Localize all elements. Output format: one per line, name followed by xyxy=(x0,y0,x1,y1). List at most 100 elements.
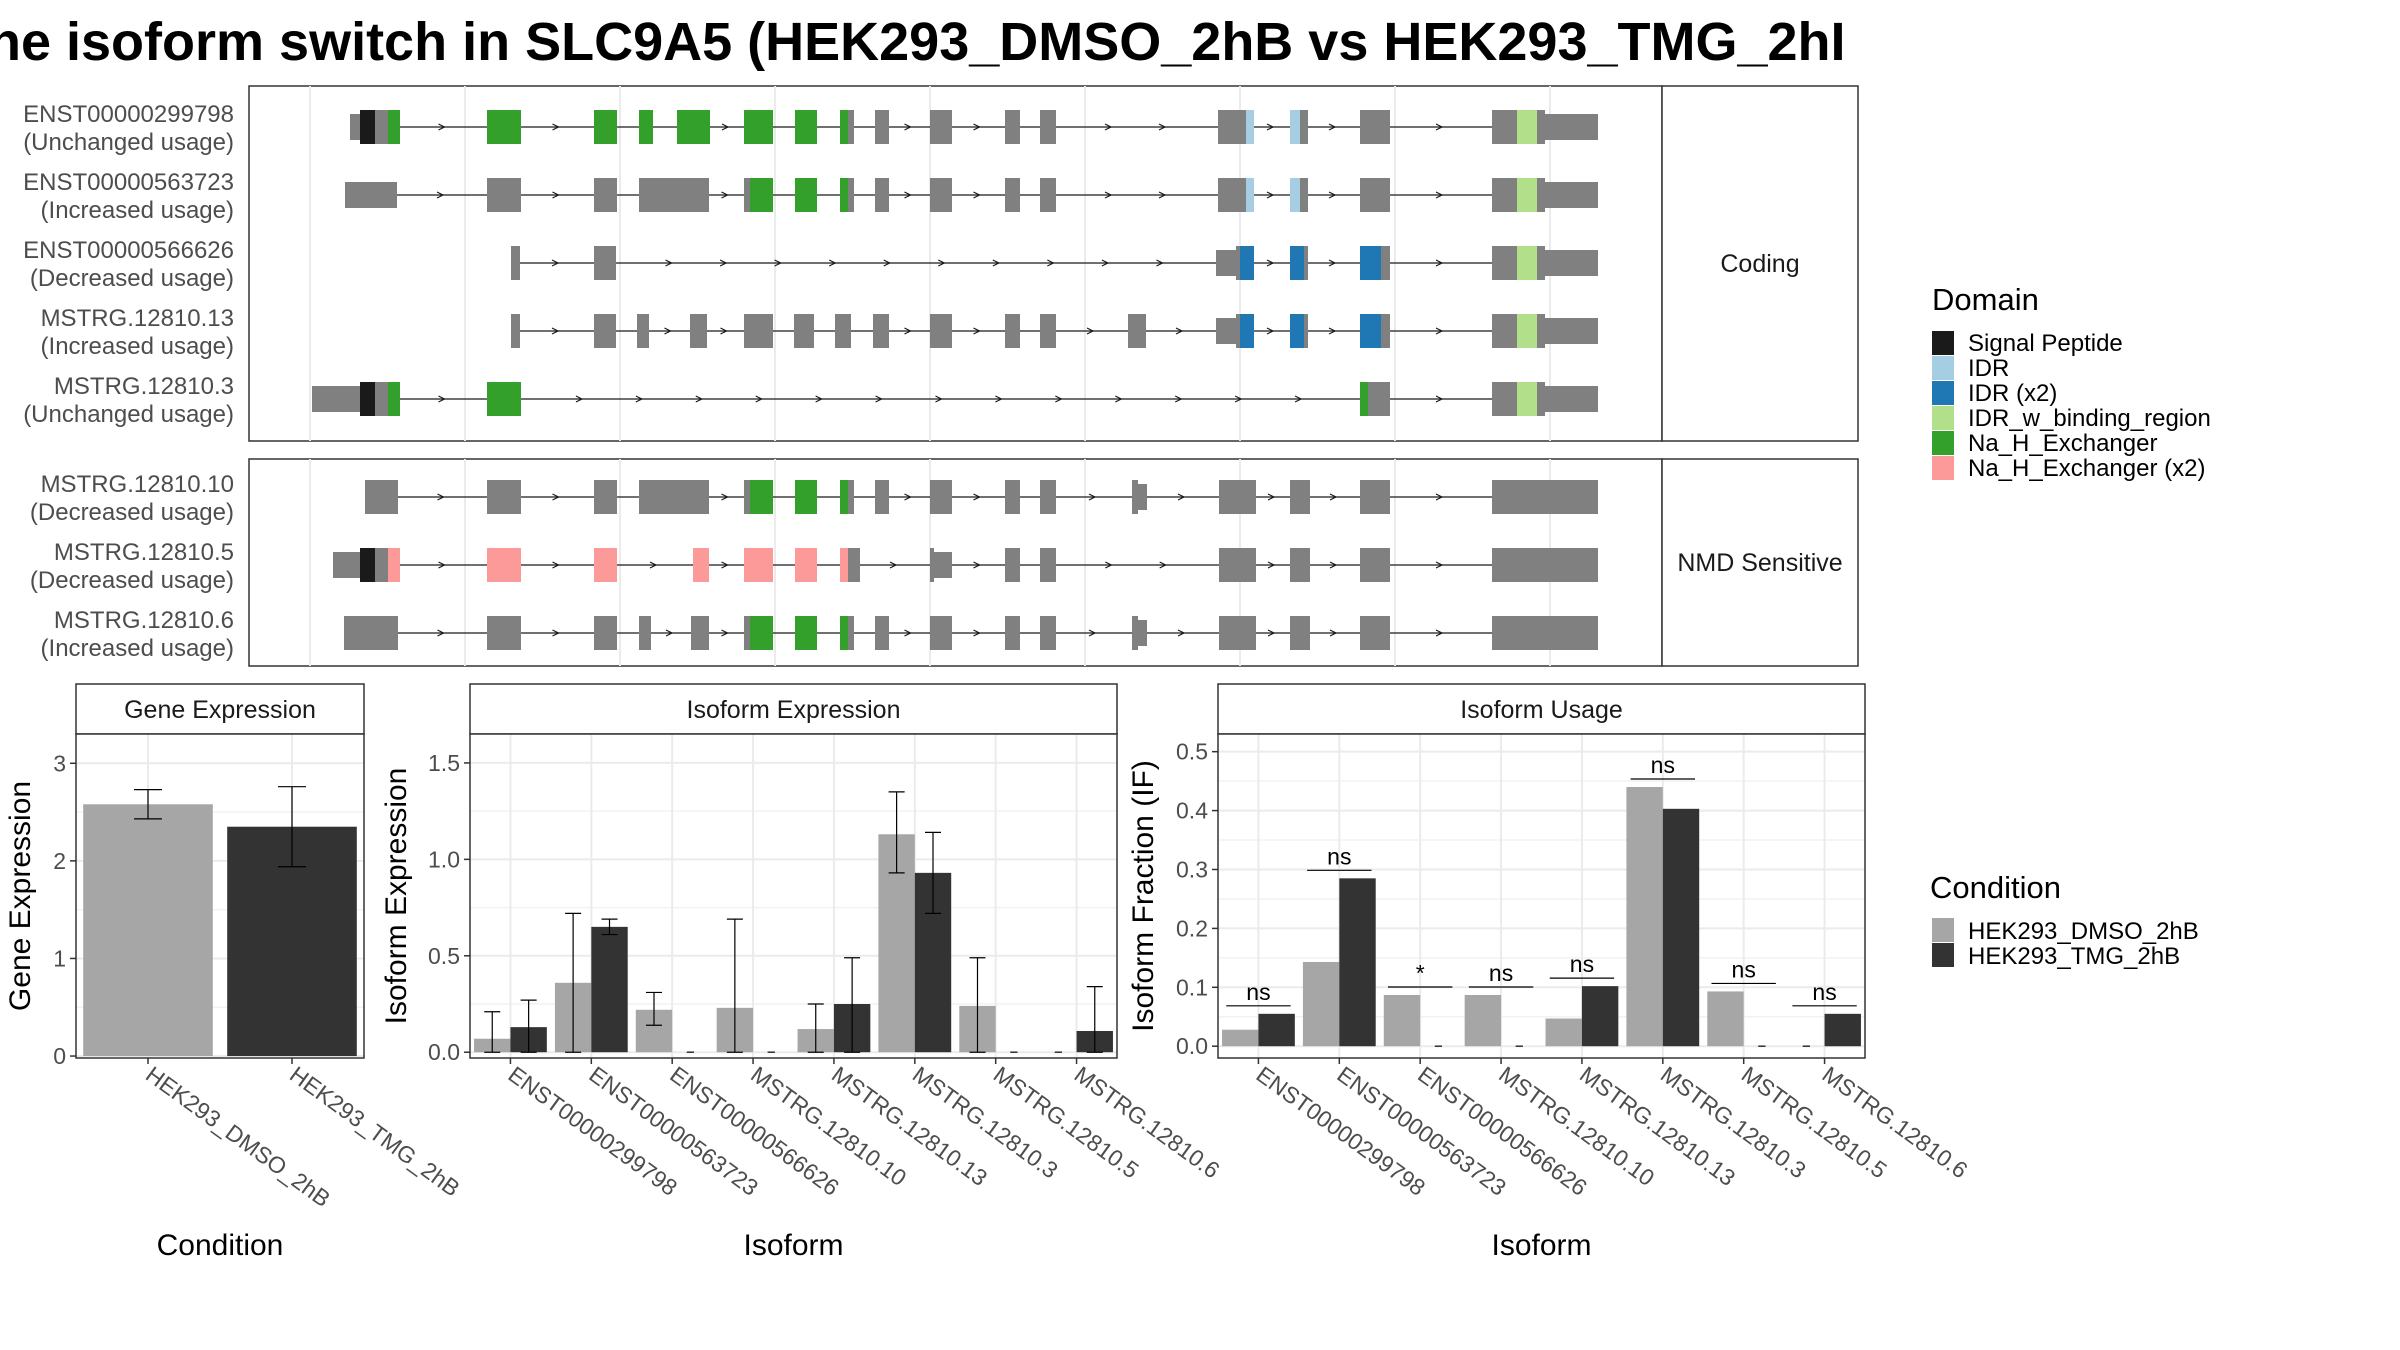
domain-segment xyxy=(1517,246,1537,280)
domain-segment xyxy=(1246,178,1254,212)
utr-exon xyxy=(1216,318,1236,344)
x-tick-label: MSTRG.12810.6 xyxy=(1070,1061,1225,1183)
y-tick-label: 0.0 xyxy=(1176,1033,1208,1059)
condition-legend-title: Condition xyxy=(1930,870,2061,905)
exon xyxy=(875,178,889,212)
transcript-row xyxy=(312,382,1598,416)
exon xyxy=(930,616,952,650)
exon xyxy=(511,246,520,280)
intron-arrow xyxy=(552,561,560,569)
domain-segment xyxy=(750,616,773,650)
exon xyxy=(1005,110,1020,144)
intron-arrow xyxy=(1101,259,1110,267)
exon xyxy=(875,616,889,650)
intron-arrow xyxy=(992,259,1001,267)
y-tick-label: 0.0 xyxy=(428,1039,460,1065)
domain-segment xyxy=(840,616,848,650)
intron-arrow xyxy=(1105,561,1113,569)
exon xyxy=(1537,314,1545,348)
exon xyxy=(1236,314,1240,348)
significance-label: ns xyxy=(1489,960,1513,986)
row-label-id: MSTRG.12810.13 xyxy=(41,305,234,332)
intron-arrow xyxy=(1435,123,1444,131)
exon xyxy=(848,616,854,650)
domain-segment xyxy=(750,178,773,212)
intron-arrow xyxy=(721,561,729,569)
exon xyxy=(744,314,773,348)
utr-exon xyxy=(1545,114,1598,140)
intron-arrow xyxy=(1267,493,1276,501)
exon xyxy=(344,616,398,650)
exon xyxy=(1236,246,1240,280)
structure-facet-nmd: NMD Sensitive xyxy=(248,458,1859,667)
domain-segment xyxy=(795,548,817,582)
intron-arrow xyxy=(1104,123,1113,131)
exon xyxy=(794,314,814,348)
intron-arrow xyxy=(438,395,446,403)
domain-segment xyxy=(744,548,773,582)
bar xyxy=(1626,787,1663,1047)
intron-arrow xyxy=(1088,629,1097,637)
intron-arrow xyxy=(1266,259,1275,267)
bar xyxy=(1383,994,1421,1047)
exon xyxy=(1360,548,1390,582)
bar xyxy=(1464,994,1502,1047)
bar xyxy=(1581,986,1619,1047)
intron-arrow xyxy=(1115,395,1123,403)
panel-title: Gene Expression xyxy=(124,696,316,724)
domain-segment xyxy=(795,110,817,144)
legend-key-tmg xyxy=(1932,943,1954,967)
exon xyxy=(1360,480,1390,514)
y-tick-label: 2 xyxy=(53,848,66,874)
exon xyxy=(930,480,952,514)
significance-label: ns xyxy=(1327,843,1351,869)
exon xyxy=(1005,314,1020,348)
intron-arrow xyxy=(815,395,823,403)
intron-arrow xyxy=(1435,493,1444,501)
y-tick-label: 0.1 xyxy=(1176,974,1208,1000)
exon xyxy=(848,178,854,212)
legend-key-idr-x2 xyxy=(1932,381,1954,405)
domain-legend: Domain Signal Peptide IDR IDR (x2) IDR_w… xyxy=(1932,282,2211,482)
x-axis-title: Condition xyxy=(157,1229,284,1262)
exon xyxy=(594,616,617,650)
domain-segment xyxy=(1517,178,1537,212)
intron-arrow xyxy=(438,561,446,569)
exon xyxy=(848,548,860,582)
exon xyxy=(1360,178,1390,212)
exon xyxy=(375,110,388,144)
domain-segment xyxy=(1246,110,1254,144)
intron-arrow xyxy=(437,629,445,637)
significance-label: ns xyxy=(1732,956,1756,982)
intron-arrow xyxy=(437,493,445,501)
intron-arrow xyxy=(1267,629,1276,637)
row-label-usage: (Increased usage) xyxy=(41,333,234,360)
exon xyxy=(1368,382,1390,416)
exon xyxy=(1381,314,1390,348)
domain-segment xyxy=(594,548,617,582)
exon xyxy=(639,616,651,650)
row-label-usage: (Increased usage) xyxy=(41,635,234,662)
utr-exon xyxy=(934,552,952,578)
bar xyxy=(1662,808,1700,1047)
exon xyxy=(1537,246,1545,280)
exon xyxy=(1492,548,1598,582)
domain-segment xyxy=(795,178,817,212)
utr-exon xyxy=(350,114,360,140)
y-axis-title: Isoform Fraction (IF) xyxy=(1127,760,1160,1032)
intron-arrow xyxy=(1294,395,1303,403)
legend-key-idr-binding xyxy=(1932,406,1954,430)
x-tick-label: MSTRG.12810.5 xyxy=(989,1061,1144,1183)
intron-arrow xyxy=(1329,493,1338,501)
intron-arrow xyxy=(665,629,674,637)
row-label-id: ENST00000566626 xyxy=(23,237,234,264)
intron-arrow xyxy=(904,327,912,335)
exon xyxy=(594,246,616,280)
utr-exon xyxy=(1545,250,1598,276)
legend-key-idr xyxy=(1932,356,1954,380)
bar xyxy=(1222,1029,1259,1047)
exon xyxy=(1219,548,1256,582)
intron-arrow xyxy=(1266,191,1275,199)
exon xyxy=(930,110,952,144)
intron-arrow xyxy=(904,629,912,637)
